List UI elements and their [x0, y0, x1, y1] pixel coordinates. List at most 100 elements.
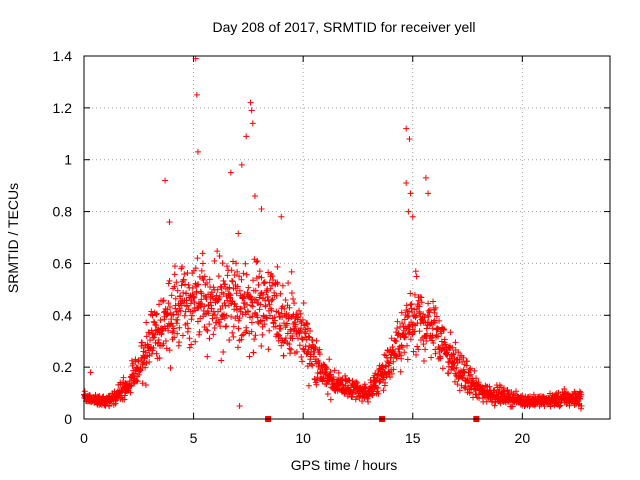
- data-point: [430, 340, 437, 347]
- data-point: [413, 312, 420, 319]
- data-point: [433, 332, 440, 339]
- data-point: [143, 319, 150, 326]
- data-point: [185, 281, 192, 288]
- data-point: [284, 330, 291, 337]
- data-point: [236, 315, 243, 322]
- data-point: [453, 364, 460, 371]
- data-point: [206, 276, 213, 283]
- data-point: [296, 307, 303, 314]
- data-point: [265, 269, 272, 276]
- data-point: [214, 286, 221, 293]
- data-point: [557, 402, 564, 409]
- data-point: [415, 346, 422, 353]
- data-point: [268, 282, 275, 289]
- data-point: [170, 325, 177, 332]
- data-point: [269, 272, 276, 279]
- tick-labels: 0 0.2 0.4 0.6 0.8 1 1.2 1.4 0 5 10 15 20: [53, 48, 531, 446]
- data-point: [406, 308, 413, 315]
- data-point: [172, 295, 179, 302]
- data-point: [236, 273, 243, 280]
- data-point: [222, 323, 229, 330]
- data-point: [245, 284, 252, 291]
- data-point: [191, 299, 198, 306]
- data-point: [194, 255, 201, 262]
- x-tick-label: 20: [515, 430, 531, 446]
- x-tick-label: 5: [190, 430, 198, 446]
- data-point: [416, 308, 423, 315]
- data-point: [436, 317, 443, 324]
- data-point: [489, 398, 496, 405]
- data-point: [174, 330, 181, 337]
- data-point: [192, 265, 199, 272]
- data-point: [173, 279, 180, 286]
- data-point: [227, 169, 234, 176]
- y-axis-label: SRMTID / TECUs: [5, 183, 21, 293]
- data-point: [410, 321, 417, 328]
- data-point: [342, 372, 349, 379]
- data-point: [167, 365, 174, 372]
- data-point: [220, 349, 227, 356]
- data-point: [418, 299, 425, 306]
- data-point: [491, 402, 498, 409]
- data-point: [239, 294, 246, 301]
- data-point: [204, 353, 211, 360]
- data-point: [251, 336, 258, 343]
- data-point: [259, 331, 266, 338]
- data-point: [410, 329, 417, 336]
- data-point: [229, 278, 236, 285]
- data-point: [467, 389, 474, 396]
- data-point: [146, 358, 153, 365]
- data-point: [292, 321, 299, 328]
- data-point: [297, 327, 304, 334]
- data-point: [438, 347, 445, 354]
- data-point: [224, 297, 231, 304]
- data-point: [253, 296, 260, 303]
- data-point: [214, 248, 221, 255]
- data-point: [293, 348, 300, 355]
- data-point: [429, 332, 436, 339]
- data-point: [466, 366, 473, 373]
- data-point: [431, 319, 438, 326]
- data-point: [153, 350, 160, 357]
- data-point: [226, 284, 233, 291]
- data-point: [268, 297, 275, 304]
- data-point: [425, 307, 432, 314]
- data-point: [250, 349, 257, 356]
- data-point: [303, 350, 310, 357]
- data-point: [407, 190, 414, 197]
- data-point: [171, 271, 178, 278]
- data-point: [286, 341, 293, 348]
- data-point: [335, 369, 342, 376]
- data-point: [326, 356, 333, 363]
- data-point: [309, 362, 316, 369]
- data-point: [305, 333, 312, 340]
- data-point: [359, 398, 366, 405]
- data-point: [296, 330, 303, 337]
- data-point: [417, 293, 424, 300]
- data-point: [390, 358, 397, 365]
- data-point: [577, 405, 584, 412]
- data-point: [224, 263, 231, 270]
- data-point: [304, 350, 311, 357]
- data-point: [410, 348, 417, 355]
- data-point: [243, 271, 250, 278]
- data-point: [240, 270, 247, 277]
- data-point: [252, 287, 259, 294]
- data-point: [467, 371, 474, 378]
- y-tick-label: 0.2: [53, 359, 73, 375]
- data-point: [425, 313, 432, 320]
- data-point: [148, 308, 155, 315]
- data-point: [271, 317, 278, 324]
- data-point: [157, 317, 164, 324]
- data-point: [412, 268, 419, 275]
- data-point: [382, 379, 389, 386]
- data-point: [181, 271, 188, 278]
- data-point: [297, 325, 304, 332]
- data-point: [186, 344, 193, 351]
- data-point: [198, 296, 205, 303]
- data-point: [369, 391, 376, 398]
- data-point: [168, 292, 175, 299]
- data-point: [150, 318, 157, 325]
- data-point: [349, 394, 356, 401]
- data-point: [206, 321, 213, 328]
